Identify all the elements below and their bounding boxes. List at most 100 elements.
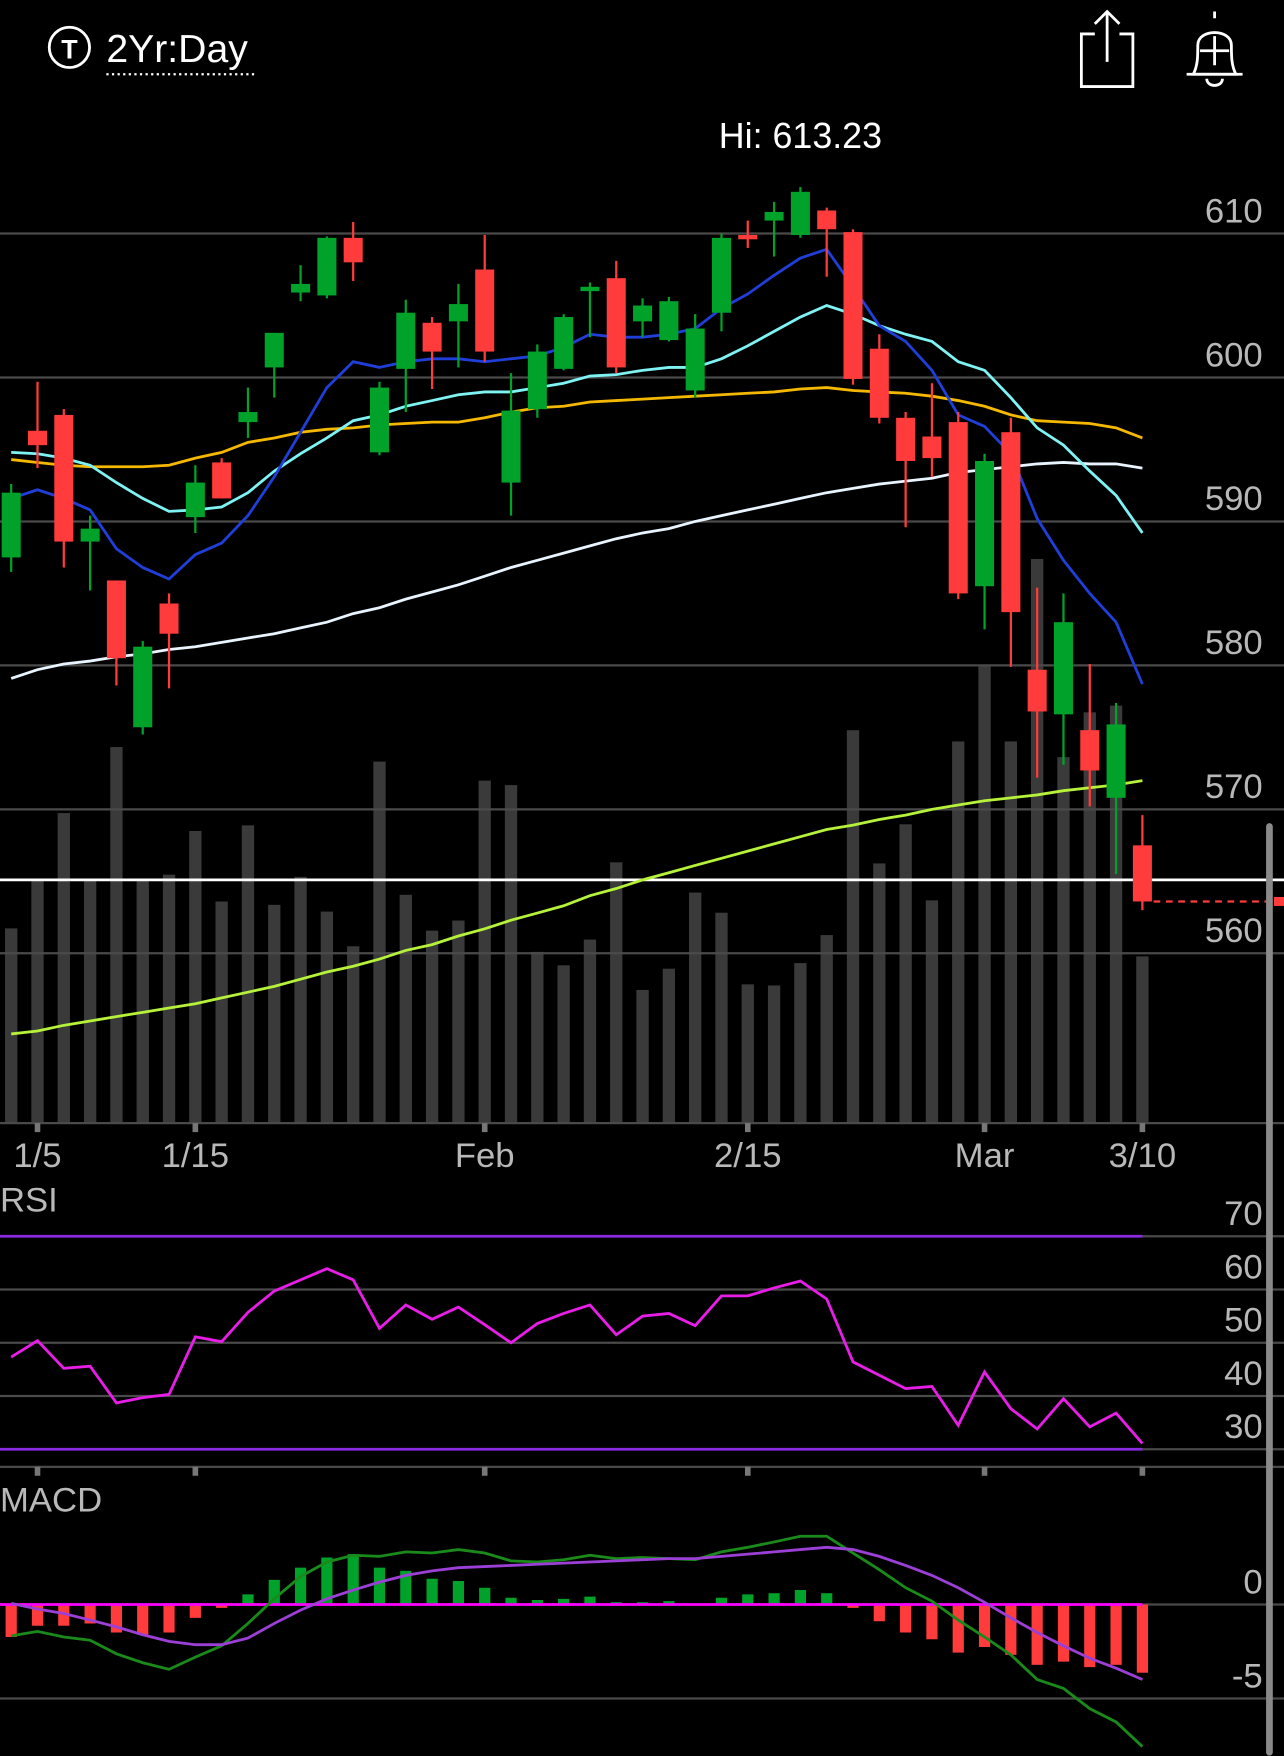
volume-bar	[425, 930, 439, 1124]
volume-bar	[136, 880, 149, 1124]
candle-body	[738, 234, 758, 240]
volume-bar	[1004, 741, 1018, 1124]
x-tick-label: 3/10	[1109, 1137, 1177, 1175]
histogram-bar	[163, 1604, 175, 1633]
volume-bar	[83, 880, 97, 1124]
timeframe-title[interactable]: 2Yr:Day	[106, 28, 248, 71]
volume-bar	[794, 963, 807, 1124]
moving-average-line	[11, 386, 1143, 469]
volume-bar	[636, 989, 649, 1124]
histogram-bar	[110, 1604, 123, 1633]
histogram-bar	[742, 1594, 754, 1605]
histogram-bar	[268, 1579, 280, 1605]
volume-bar	[925, 900, 939, 1124]
volume-bar	[31, 880, 44, 1124]
alert-button[interactable]	[1186, 11, 1243, 87]
candle-body	[185, 482, 205, 518]
macd-line	[10, 1534, 1144, 1748]
histogram-bar	[452, 1580, 465, 1605]
histogram-bar	[978, 1604, 991, 1647]
volume-bar	[1083, 712, 1096, 1124]
candle-body	[1080, 730, 1100, 771]
volume-bar	[399, 894, 412, 1124]
histogram-bar	[5, 1604, 17, 1638]
candle-body	[1, 492, 21, 558]
histogram-bar	[505, 1597, 517, 1605]
volume-bar	[452, 920, 465, 1124]
histogram-bar	[373, 1567, 386, 1605]
candle-body	[869, 348, 889, 418]
candle-body	[1132, 845, 1152, 902]
candle-body	[343, 237, 363, 263]
candle-body	[422, 322, 442, 352]
histogram-bar	[926, 1604, 938, 1640]
histogram-bar	[794, 1590, 806, 1605]
volume-bar	[294, 876, 307, 1124]
candle-body	[501, 410, 521, 483]
candle-body	[396, 312, 416, 369]
candle-body	[317, 237, 337, 296]
high-annotation: Hi: 613.23	[719, 116, 882, 156]
histogram-bar	[952, 1604, 964, 1653]
volume-bar	[741, 984, 754, 1124]
candle-body	[1001, 432, 1021, 613]
timeframe-icon[interactable]	[47, 25, 91, 69]
histogram-bar	[873, 1604, 885, 1622]
y-tick-label: 0	[1243, 1563, 1262, 1601]
candle-body	[238, 412, 258, 423]
y-tick-label: 50	[1224, 1302, 1263, 1340]
pane-title: MACD	[0, 1482, 102, 1520]
candle-body	[685, 328, 705, 391]
share-box[interactable]	[1079, 32, 1135, 88]
volume-bar	[373, 761, 386, 1124]
volume-bar	[873, 863, 886, 1124]
candle-body	[817, 210, 837, 230]
y-tick-label: 60	[1224, 1248, 1263, 1286]
candle-body	[1053, 622, 1073, 715]
candle-body	[633, 305, 653, 322]
histogram-bar	[294, 1567, 307, 1605]
histogram-bar	[821, 1593, 833, 1605]
histogram-bar	[715, 1597, 728, 1605]
rsi-line	[10, 1267, 1144, 1445]
candle-body	[580, 286, 600, 292]
histogram-bar	[847, 1604, 859, 1608]
share-arrow[interactable]	[1093, 9, 1121, 62]
y-tick-label: 570	[1205, 768, 1263, 806]
candle-body	[843, 232, 863, 379]
histogram-bar	[58, 1604, 70, 1626]
bell[interactable]	[1191, 11, 1239, 76]
header: T 2Yr:Day	[47, 9, 1243, 88]
candle-body	[1106, 724, 1126, 798]
timeframe-icon-letter[interactable]: T	[61, 35, 78, 65]
volume-bar	[57, 813, 70, 1124]
share-button[interactable]	[1079, 9, 1135, 88]
volume-bar	[952, 741, 965, 1124]
candle-body	[212, 462, 232, 499]
volume-bar	[162, 874, 176, 1124]
y-tick-label: 30	[1224, 1408, 1263, 1446]
scrollbar[interactable]	[1266, 823, 1273, 1756]
candle-body	[106, 580, 126, 659]
volume-bar	[767, 985, 781, 1124]
y-tick-label: 560	[1205, 912, 1263, 950]
volume-bar	[557, 965, 570, 1124]
candle-body	[764, 211, 784, 221]
bell-plus[interactable]	[1200, 36, 1230, 66]
signal-line	[10, 1545, 1143, 1681]
volume-bar	[583, 939, 597, 1124]
candle-body	[291, 283, 311, 293]
histogram-bar	[1136, 1604, 1148, 1673]
candle-body	[896, 417, 916, 461]
volume-bar	[478, 780, 491, 1124]
histogram-bar	[900, 1604, 912, 1633]
volume-bar	[268, 904, 281, 1124]
volume-bar	[5, 928, 18, 1124]
candle-body	[975, 460, 995, 587]
histogram-bar	[347, 1554, 359, 1605]
y-tick-label: 610	[1205, 192, 1263, 230]
candle-body	[948, 422, 968, 594]
bell-base[interactable]	[1186, 72, 1243, 87]
histogram-bar	[1110, 1604, 1122, 1665]
